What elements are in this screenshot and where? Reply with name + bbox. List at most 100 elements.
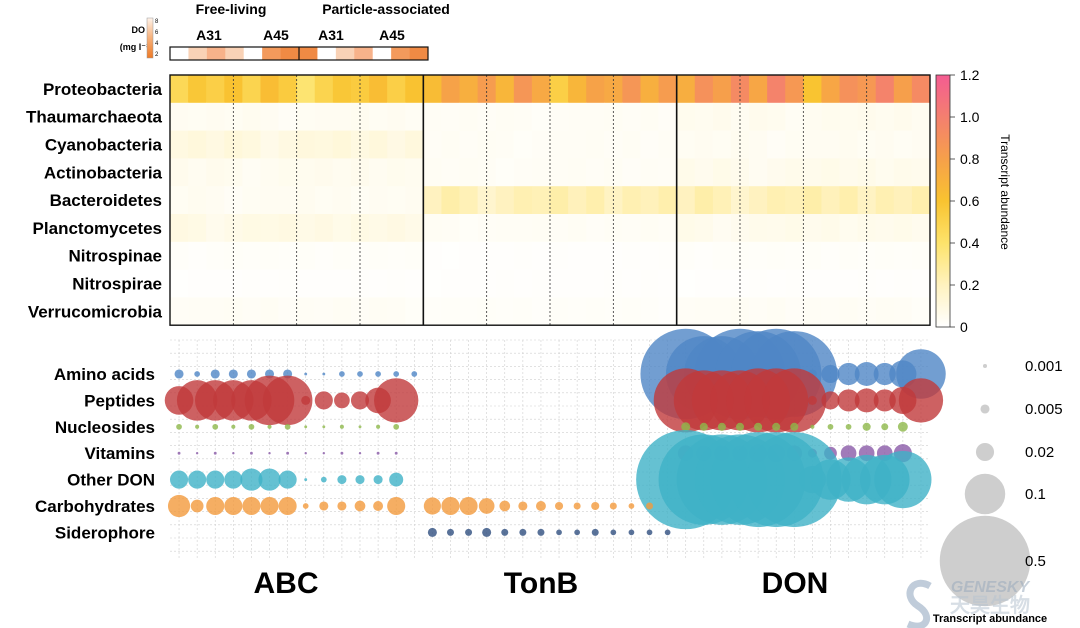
bubble [518, 501, 528, 511]
size-legend-circle [975, 442, 995, 462]
heatmap-cell [369, 241, 388, 270]
heatmap-cell [242, 214, 261, 243]
heatmap-cell [839, 297, 859, 326]
bubble-row-label: Amino acids [54, 365, 155, 384]
heatmap-cell [423, 297, 442, 326]
heatmap-cell [296, 297, 316, 326]
heatmap-cell [803, 297, 822, 326]
bubble [228, 369, 238, 379]
bubble [319, 501, 329, 511]
heatmap-cell [242, 186, 261, 215]
bubble [213, 451, 217, 455]
bubble [358, 452, 362, 455]
do-strip-cell [335, 47, 355, 60]
panel-label-abc: ABC [254, 567, 319, 600]
do-strip-cell [206, 47, 226, 60]
heatmap [169, 74, 931, 326]
station-label-pa-a31: A31 [318, 27, 344, 43]
heatmap-cell [568, 102, 587, 131]
heatmap-cell [712, 269, 732, 298]
colorbar-tick-label: 1.2 [960, 67, 980, 83]
heatmap-cell [405, 75, 424, 104]
heatmap-cell [188, 102, 207, 131]
heatmap-cell [170, 158, 189, 187]
heatmap-cell [911, 75, 931, 104]
bubble-row-labels: Amino acids Peptides Nucleosides Vitamins Ot… [35, 365, 155, 542]
heatmap-cell [658, 269, 678, 298]
heatmap-cell [188, 130, 207, 159]
colorbar-tick-label: 1.0 [960, 109, 980, 125]
heatmap-cell [785, 158, 804, 187]
bubble [610, 529, 617, 536]
heatmap-cell [586, 158, 605, 187]
heatmap-cell [531, 214, 551, 243]
heatmap-cell [785, 75, 804, 104]
heatmap-cell [785, 214, 804, 243]
heatmap-cell [622, 214, 641, 243]
heatmap-row-label: Nitrospirae [72, 275, 162, 294]
bubble [188, 470, 207, 489]
bubble [350, 391, 370, 410]
size-legend-circle [964, 473, 1006, 515]
heatmap-cell [513, 75, 533, 104]
heatmap-cell [314, 130, 334, 159]
heatmap-cell [369, 269, 388, 298]
heatmap-cell [332, 158, 352, 187]
heatmap-cell [676, 186, 696, 215]
bubble [267, 424, 272, 429]
heatmap-cell [875, 102, 895, 131]
bubble [393, 371, 400, 377]
heatmap-cell [224, 75, 243, 104]
heatmap-cell [640, 269, 659, 298]
bubble [373, 475, 383, 485]
heatmap-cell [893, 75, 913, 104]
bubble [482, 527, 492, 537]
heatmap-cell [332, 102, 352, 131]
bubble [322, 425, 326, 429]
heatmap-cell [839, 130, 859, 159]
heatmap-cell [242, 241, 261, 270]
heatmap-cell [676, 241, 696, 270]
heatmap-cell [423, 75, 442, 104]
heatmap-cell [242, 130, 261, 159]
heatmap-cell [441, 297, 460, 326]
heatmap-cell [640, 75, 659, 104]
bubble [174, 369, 184, 379]
heatmap-cell [640, 158, 659, 187]
heatmap-cell [803, 241, 822, 270]
heatmap-cell [441, 102, 460, 131]
bubble [249, 451, 253, 455]
heatmap-cell [513, 102, 533, 131]
bubble [873, 389, 896, 412]
heatmap-cell [568, 297, 587, 326]
bubble [302, 503, 309, 509]
colorbar-tick-label: 0.2 [960, 277, 980, 293]
heatmap-cell [785, 269, 804, 298]
do-legend-bar [146, 17, 154, 59]
heatmap-cell [676, 75, 696, 104]
heatmap-cell [694, 297, 714, 326]
bubble [574, 529, 581, 536]
heatmap-cell [586, 186, 605, 215]
heatmap-cell [242, 158, 261, 187]
heatmap-cell [369, 158, 388, 187]
heatmap-cell [875, 269, 895, 298]
heatmap-cell [441, 130, 460, 159]
heatmap-cell [206, 241, 225, 270]
heatmap-cell [712, 186, 732, 215]
heatmap-cell [242, 75, 261, 104]
heatmap-cell [622, 158, 641, 187]
colorbar-tick-label: 0 [960, 319, 968, 335]
bubble [735, 422, 745, 431]
heatmap-cell [495, 102, 515, 131]
panel-label-don: DON [762, 567, 829, 600]
heatmap-cell [441, 269, 460, 298]
bubble [699, 422, 708, 431]
heatmap-cell [387, 158, 406, 187]
heatmap-cell [387, 186, 406, 215]
do-strip-cell [280, 47, 300, 60]
bubble-row-label: Nucleosides [55, 418, 155, 437]
heatmap-cell [694, 102, 714, 131]
bubble [628, 503, 635, 509]
heatmap-cell [369, 186, 388, 215]
